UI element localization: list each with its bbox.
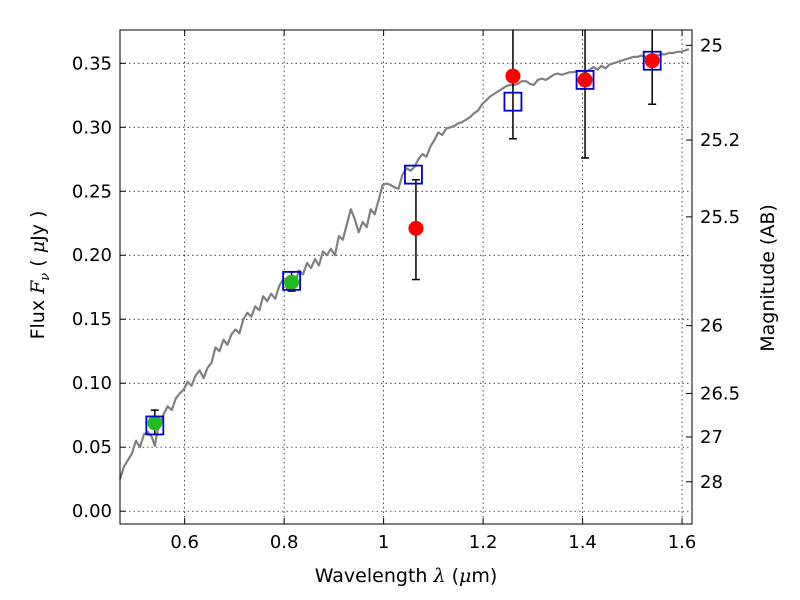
- model-band-markers: [145, 50, 662, 436]
- y-tick-label: 0.20: [72, 245, 112, 266]
- y2-tick-label: 25.2: [700, 130, 740, 151]
- x-axis-ticks: 0.6 0.8 1 1.2 1.4 1.6: [170, 30, 696, 553]
- y-tick-label: 0.00: [72, 501, 112, 522]
- y2-tick-label: 26: [700, 316, 723, 337]
- y2-tick-label: 26.5: [700, 383, 740, 404]
- model-band-marker: [282, 270, 302, 291]
- model-band-marker: [575, 70, 595, 90]
- x-tick-label: 1.4: [568, 532, 597, 553]
- x-tick-label: 1.2: [469, 532, 498, 553]
- nir-data-point: [644, 53, 660, 69]
- y-axis-label: Flux Fν ( μJy ): [27, 211, 53, 340]
- model-spectrum-layer: [118, 48, 690, 480]
- y-tick-label: 0.35: [72, 53, 112, 74]
- y-tick-label: 0.30: [72, 117, 112, 138]
- y-tick-label: 0.25: [72, 181, 112, 202]
- model-spectrum-line: [118, 48, 690, 480]
- optical-data-point: [147, 415, 163, 431]
- nir-data-point: [408, 220, 424, 236]
- y2-axis-label: Magnitude (AB): [757, 204, 779, 352]
- y2-axis-ticks: 25 25.2 25.5 26 26.5 27 28: [686, 35, 740, 493]
- y2-tick-label: 25.5: [700, 207, 740, 228]
- x-tick-label: 0.8: [270, 532, 299, 553]
- y-tick-label: 0.05: [72, 437, 112, 458]
- y2-tick-label: 25: [700, 35, 723, 56]
- x-tick-label: 1: [378, 532, 389, 553]
- model-band-marker: [145, 415, 165, 436]
- y-tick-label: 0.15: [72, 309, 112, 330]
- y2-tick-label: 28: [700, 472, 723, 493]
- y-axis-ticks: 0.00 0.05 0.10 0.15 0.20 0.25 0.30 0.35: [72, 53, 126, 522]
- optical-data-point: [284, 274, 300, 290]
- grid: [120, 30, 692, 524]
- y2-tick-label: 27: [700, 427, 723, 448]
- model-band-marker: [503, 91, 523, 112]
- nir-data-point: [577, 72, 593, 88]
- observed-points: [147, 53, 660, 431]
- model-band-marker: [642, 50, 662, 71]
- y-tick-label: 0.10: [72, 373, 112, 394]
- x-tick-label: 0.6: [170, 532, 199, 553]
- plot-frame: [119, 29, 693, 525]
- nir-data-point: [505, 68, 521, 84]
- x-axis-label: Wavelength λ (μm): [315, 565, 498, 587]
- model-band-marker: [404, 164, 423, 185]
- x-tick-label: 1.6: [668, 532, 697, 553]
